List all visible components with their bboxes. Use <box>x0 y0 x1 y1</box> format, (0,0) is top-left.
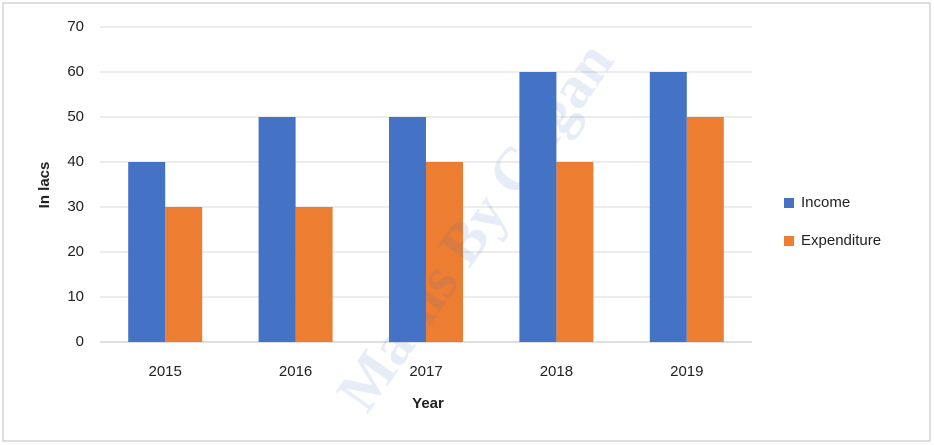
legend-swatch <box>784 236 794 246</box>
x-tick-label: 2015 <box>149 363 182 380</box>
bar <box>426 162 463 342</box>
y-tick-label: 20 <box>67 243 84 260</box>
y-tick-label: 60 <box>67 63 84 80</box>
bar <box>389 117 426 342</box>
x-tick-label: 2017 <box>409 363 442 380</box>
bar <box>165 207 203 342</box>
y-axis-label: In lacs <box>36 162 53 209</box>
bar <box>128 162 166 342</box>
legend-label: Income <box>801 194 850 211</box>
y-tick-label: 50 <box>67 108 84 125</box>
bar <box>556 162 594 342</box>
y-tick-label: 0 <box>76 333 84 350</box>
x-axis-label: Year <box>412 395 444 412</box>
x-tick-label: 2018 <box>540 363 573 380</box>
bar <box>295 207 333 342</box>
legend-label: Expenditure <box>801 232 881 249</box>
bar <box>649 72 687 342</box>
legend-swatch <box>784 198 794 208</box>
y-tick-label: 10 <box>67 288 84 305</box>
y-tick-label: 30 <box>67 198 84 215</box>
bar <box>258 117 296 342</box>
x-tick-label: 2019 <box>670 363 703 380</box>
y-tick-label: 70 <box>67 18 84 35</box>
x-tick-label: 2016 <box>279 363 312 380</box>
bar <box>686 117 724 342</box>
bar <box>519 72 557 342</box>
y-tick-label: 40 <box>67 153 84 170</box>
